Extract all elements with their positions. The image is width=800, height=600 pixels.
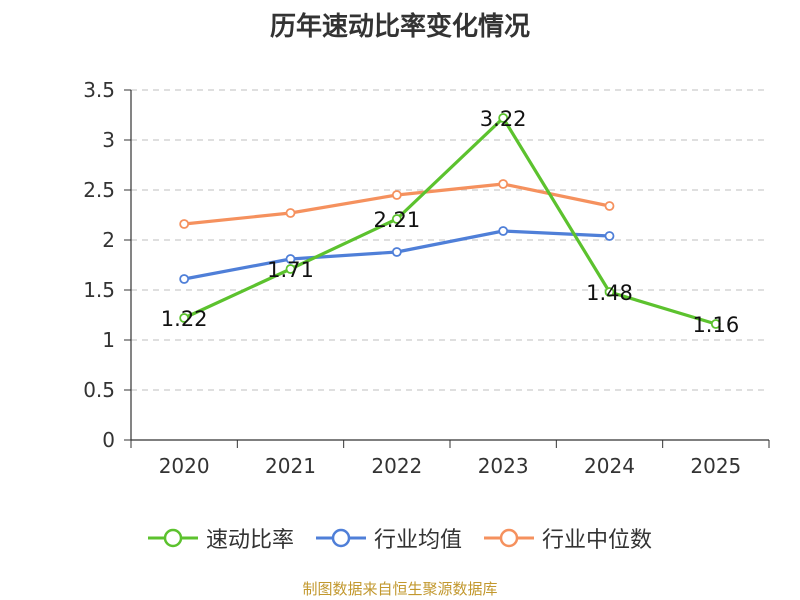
chart-title: 历年速动比率变化情况 [269, 12, 530, 42]
legend-label: 行业均值 [373, 528, 462, 553]
legend-item[interactable]: 速动比率 [147, 522, 294, 554]
legend-label: 速动比率 [205, 528, 294, 553]
x-tick-label: 2024 [584, 454, 635, 478]
y-tick-label: 0 [102, 428, 115, 452]
y-tick-label: 1.5 [83, 278, 115, 302]
y-tick-label: 1 [102, 328, 115, 352]
data-point [285, 264, 296, 274]
data-point [498, 113, 509, 123]
legend-item[interactable]: 行业均值 [315, 522, 462, 554]
y-tick-label: 2 [102, 228, 115, 252]
x-tick-label: 2022 [371, 454, 422, 478]
legend-marker [163, 528, 183, 548]
data-point [285, 254, 296, 264]
data-point [391, 247, 402, 257]
x-tick-label: 2021 [265, 454, 316, 478]
data-point [179, 274, 190, 284]
legend-label: 行业中位数 [542, 528, 653, 553]
data-point [391, 214, 402, 224]
axes: 0 0.5 1 1.5 2 2.5 3 3.5 2020 2021 2022 2023 2024 2025 [83, 78, 770, 478]
source-note: 制图数据来自恒生聚源数据库 [302, 580, 498, 598]
x-tick-label: 2023 [478, 454, 529, 478]
data-label: 1.22 [161, 307, 208, 331]
data-point [710, 319, 721, 329]
y-tick-label: 3.5 [83, 78, 115, 102]
data-label: 1.16 [692, 313, 739, 337]
series-line [183, 116, 717, 326]
y-tick-label: 0.5 [83, 378, 115, 402]
data-label: 2.21 [373, 208, 420, 232]
data-point [604, 287, 615, 297]
data-label: 1.48 [586, 281, 633, 305]
legend-marker [331, 528, 351, 548]
data-point [604, 201, 615, 211]
legend-symbol-icon [315, 528, 366, 548]
data-labels: 1.22 1.71 2.21 3.22 1.48 1.16 [161, 107, 739, 337]
series [179, 113, 721, 329]
x-tick-label: 2020 [159, 454, 210, 478]
data-label: 3.22 [480, 107, 527, 131]
y-tick-label: 2.5 [83, 178, 115, 202]
data-point [498, 179, 509, 189]
legend-symbol-icon [484, 528, 534, 548]
legend-symbol-icon [147, 528, 198, 548]
data-point [604, 231, 615, 241]
data-point [285, 208, 296, 218]
data-label: 1.71 [267, 258, 314, 282]
y-tick-label: 3 [102, 128, 115, 152]
legend-marker [499, 528, 519, 548]
data-point [179, 313, 190, 323]
data-point [498, 226, 509, 236]
data-point [391, 190, 402, 200]
legend-item[interactable]: 行业中位数 [484, 522, 652, 554]
data-point [179, 219, 190, 229]
x-tick-label: 2025 [690, 454, 741, 478]
legend: 速动比率 行业均值 行业中位数 [0, 518, 800, 558]
